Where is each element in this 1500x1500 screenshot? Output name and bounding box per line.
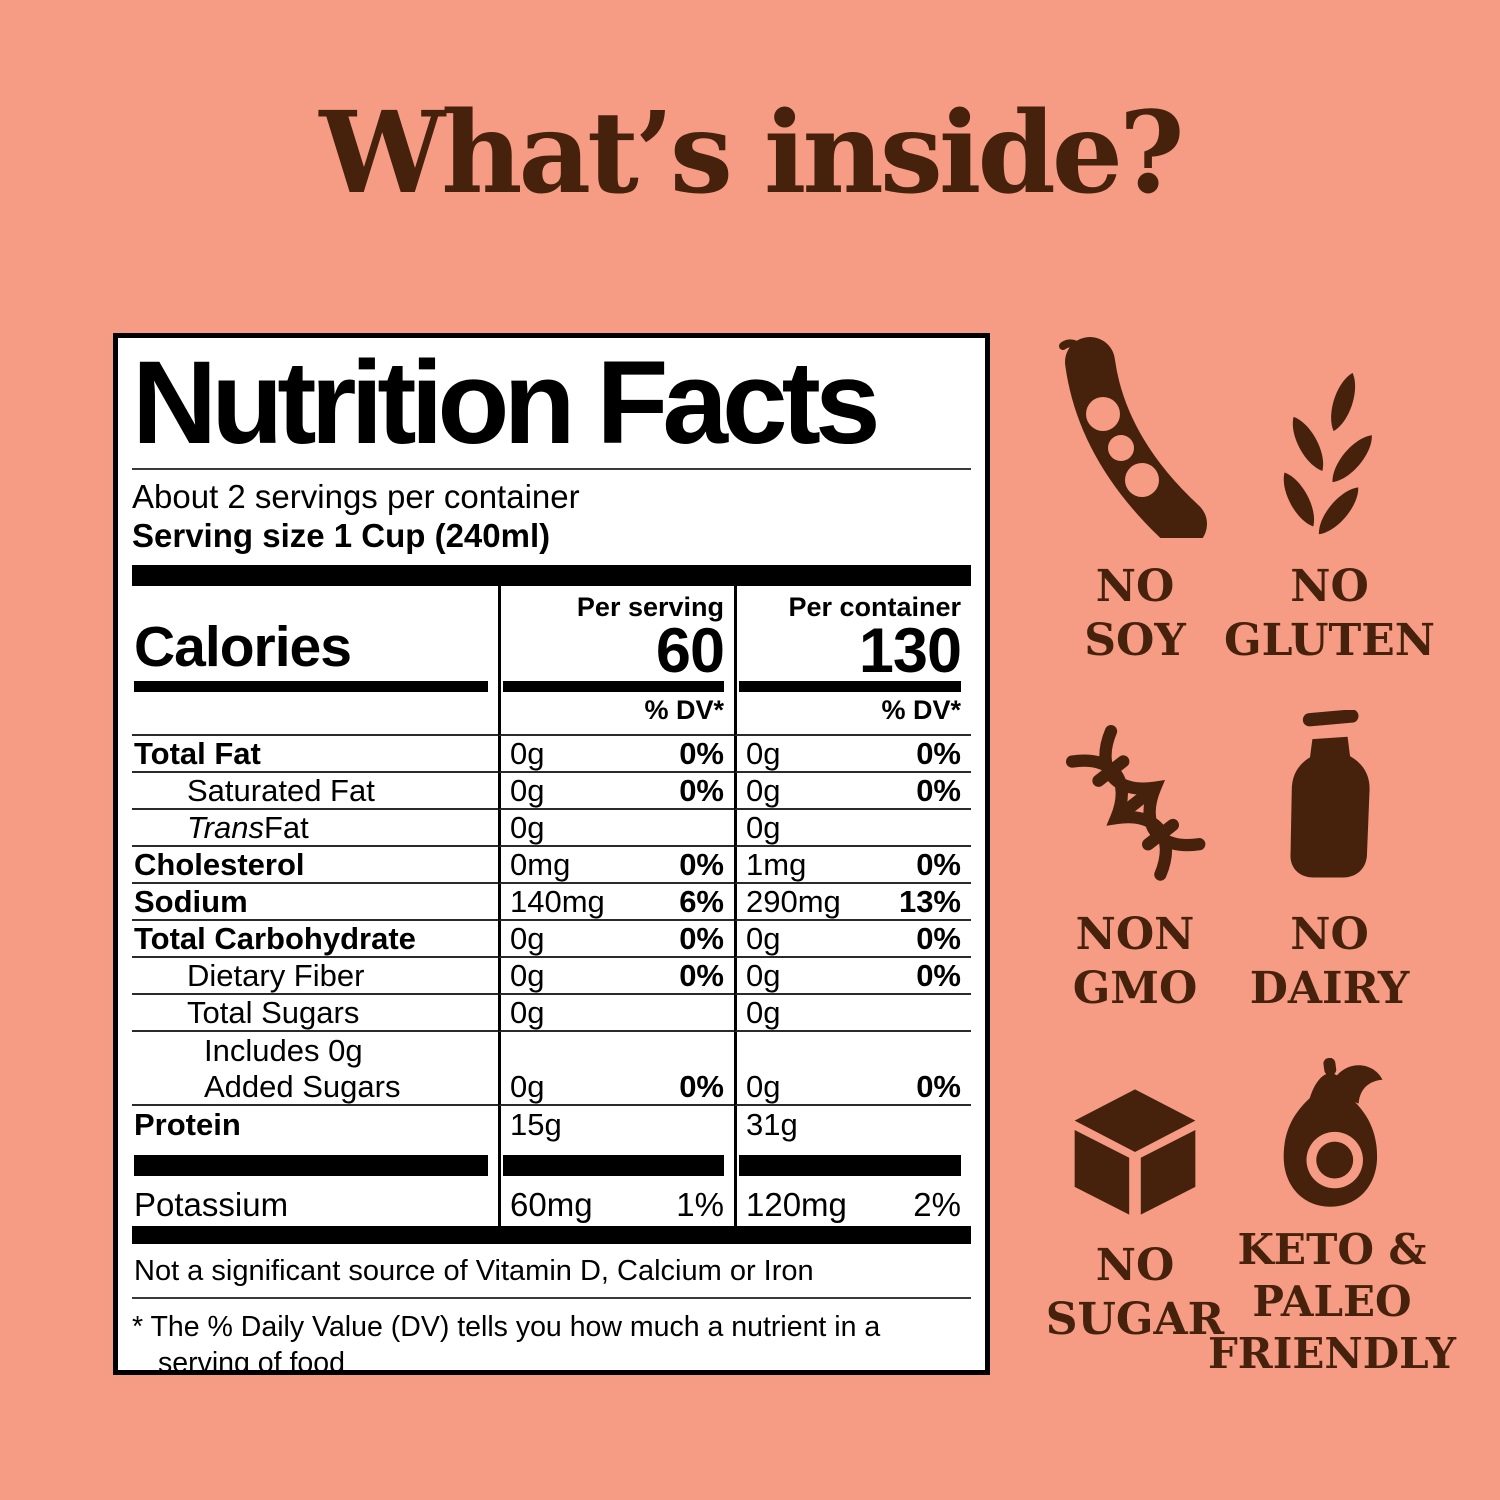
nutrient-name: Total Fat [132,736,498,773]
badge-label: NO SUGAR [1045,1240,1225,1345]
column-bar [132,1148,498,1182]
container-values: 31g [734,1106,971,1148]
dv-header-serving: % DV* [498,692,734,736]
container-values: 0g [734,995,971,1032]
dna-icon [1055,716,1215,886]
thick-bar [132,1226,971,1244]
serving-values: 0g 0% [498,921,734,958]
column-bar [498,680,734,692]
container-values: 290mg 13% [734,884,971,921]
badge-label: NON GMO [1072,909,1198,1014]
badge-label: NO SOY [1084,561,1186,666]
container-values: 120mg 2% [734,1182,971,1226]
badge-no-sugar: NO SUGAR [1035,1083,1235,1347]
container-values: 0g [734,810,971,847]
sugar-cube-icon [1065,1083,1205,1217]
nutrient-name: Total Carbohydrate [132,921,498,958]
servings-per-container: About 2 servings per container [132,478,580,515]
badge-non-gmo: NON GMO [1035,716,1235,1016]
serving-values: 0g 0% [498,773,734,810]
nutrition-facts-label: Nutrition Facts About 2 servings per con… [113,333,990,1375]
dv-header-spacer [132,692,498,736]
badge-label: NO GLUTEN [1224,561,1435,666]
nutrition-table: Calories Per serving 60 Per container 13… [132,586,971,1226]
badge-label: NO DAIRY [1249,909,1410,1014]
container-values: 0g 0% [734,958,971,995]
wheat-icon [1257,326,1402,538]
per-container-header: Per container [788,592,961,622]
serving-values: 0g [498,810,734,847]
dv-footnote: * The % Daily Value (DV) tells you how m… [132,1311,881,1375]
container-values: 0g 0% [734,1032,971,1106]
nutrient-name: Sodium [132,884,498,921]
serving-size: Serving size 1 Cup (240ml) [132,517,551,554]
milk-bottle-icon [1270,710,1390,886]
page-title: What’s inside? [319,88,1184,219]
per-serving-calories: 60 [655,616,725,686]
calories-per-serving: Per serving 60 [498,586,734,686]
avocado-icon [1266,1058,1398,1210]
serving-values: 0g [498,995,734,1032]
container-values: 0g 0% [734,921,971,958]
badge-no-gluten: NO GLUTEN [1222,326,1437,668]
soy-pod-icon [1058,326,1213,538]
serving-values: 0g 0% [498,1032,734,1106]
divider [132,1297,971,1299]
per-container-calories: 130 [858,616,962,686]
serving-values: 140mg 6% [498,884,734,921]
nutrient-name: Saturated Fat [132,773,498,810]
nutrient-name: Dietary Fiber [132,958,498,995]
column-bar [734,1148,971,1182]
nutrient-name: Trans Fat [132,810,498,847]
nutrient-name: Includes 0g Added Sugars [132,1032,498,1106]
nutrient-name: Potassium [134,1185,289,1223]
column-bar [132,680,498,692]
badge-label: KETO & PALEO FRIENDLY [1207,1225,1457,1378]
nutrient-name: Protein [134,1107,241,1142]
serving-values: 0g 0% [498,958,734,995]
badge-keto-paleo: KETO & PALEO FRIENDLY [1208,1058,1456,1380]
dv-header-container: % DV* [734,692,971,736]
badge-no-soy: NO SOY [1035,326,1235,668]
thick-bar [132,565,971,586]
serving-values: 15g [498,1106,734,1148]
container-values: 1mg 0% [734,847,971,884]
nutrient-name: Total Sugars [132,995,498,1032]
column-bar [734,680,971,692]
container-values: 0g 0% [734,736,971,773]
column-bar [498,1148,734,1182]
badge-no-dairy: NO DAIRY [1222,710,1437,1016]
calories-label: Calories [134,615,352,679]
not-significant-note: Not a significant source of Vitamin D, C… [134,1255,814,1287]
divider [132,468,971,470]
nutrient-name: Cholesterol [132,847,498,884]
container-values: 0g 0% [734,773,971,810]
serving-values: 0g 0% [498,736,734,773]
serving-values: 60mg 1% [498,1182,734,1226]
nutrition-facts-heading: Nutrition Facts [132,337,881,469]
serving-values: 0mg 0% [498,847,734,884]
per-serving-header: Per serving [576,592,724,622]
calories-per-container: Per container 130 [734,586,971,686]
